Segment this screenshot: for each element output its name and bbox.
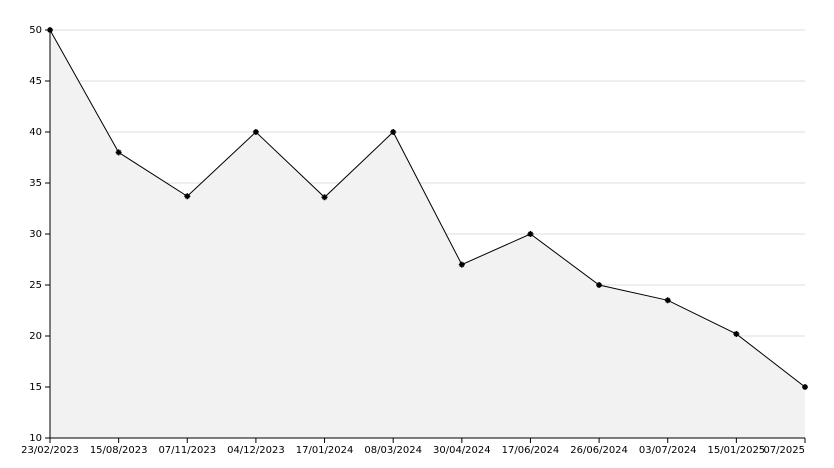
y-tick-label: 45 [29, 76, 42, 87]
x-tick-label: 07/2025 [763, 445, 805, 456]
x-tick-label: 17/06/2024 [502, 445, 560, 456]
y-tick-label: 25 [29, 280, 42, 291]
y-tick-label: 15 [29, 382, 42, 393]
x-tick-label: 26/06/2024 [570, 445, 628, 456]
x-tick-label: 04/12/2023 [227, 445, 285, 456]
x-tick-label: 07/11/2023 [158, 445, 216, 456]
x-tick-label: 15/01/2025 [708, 445, 766, 456]
marker [458, 261, 465, 268]
x-tick-label: 08/03/2024 [364, 445, 422, 456]
x-tick-label: 23/02/2023 [21, 445, 79, 456]
x-tick-label: 30/04/2024 [433, 445, 491, 456]
x-tick-label: 15/08/2023 [90, 445, 148, 456]
marker [802, 384, 808, 390]
marker [733, 330, 740, 337]
marker [47, 27, 53, 33]
marker [115, 149, 122, 156]
y-tick-label: 10 [29, 433, 42, 444]
marker [321, 194, 328, 201]
y-tick-label: 30 [29, 229, 42, 240]
x-tick-label: 17/01/2024 [296, 445, 354, 456]
marker [664, 297, 671, 304]
y-tick-label: 40 [29, 127, 42, 138]
y-tick-label: 50 [29, 25, 42, 36]
marker [596, 282, 603, 288]
y-tick-label: 20 [29, 331, 42, 342]
marker [252, 129, 259, 135]
marker [184, 193, 191, 200]
line [49, 29, 806, 388]
area [50, 30, 805, 438]
marker [390, 129, 397, 135]
marker [527, 231, 534, 237]
y-tick-label: 35 [29, 178, 42, 189]
x-tick-label: 03/07/2024 [639, 445, 697, 456]
